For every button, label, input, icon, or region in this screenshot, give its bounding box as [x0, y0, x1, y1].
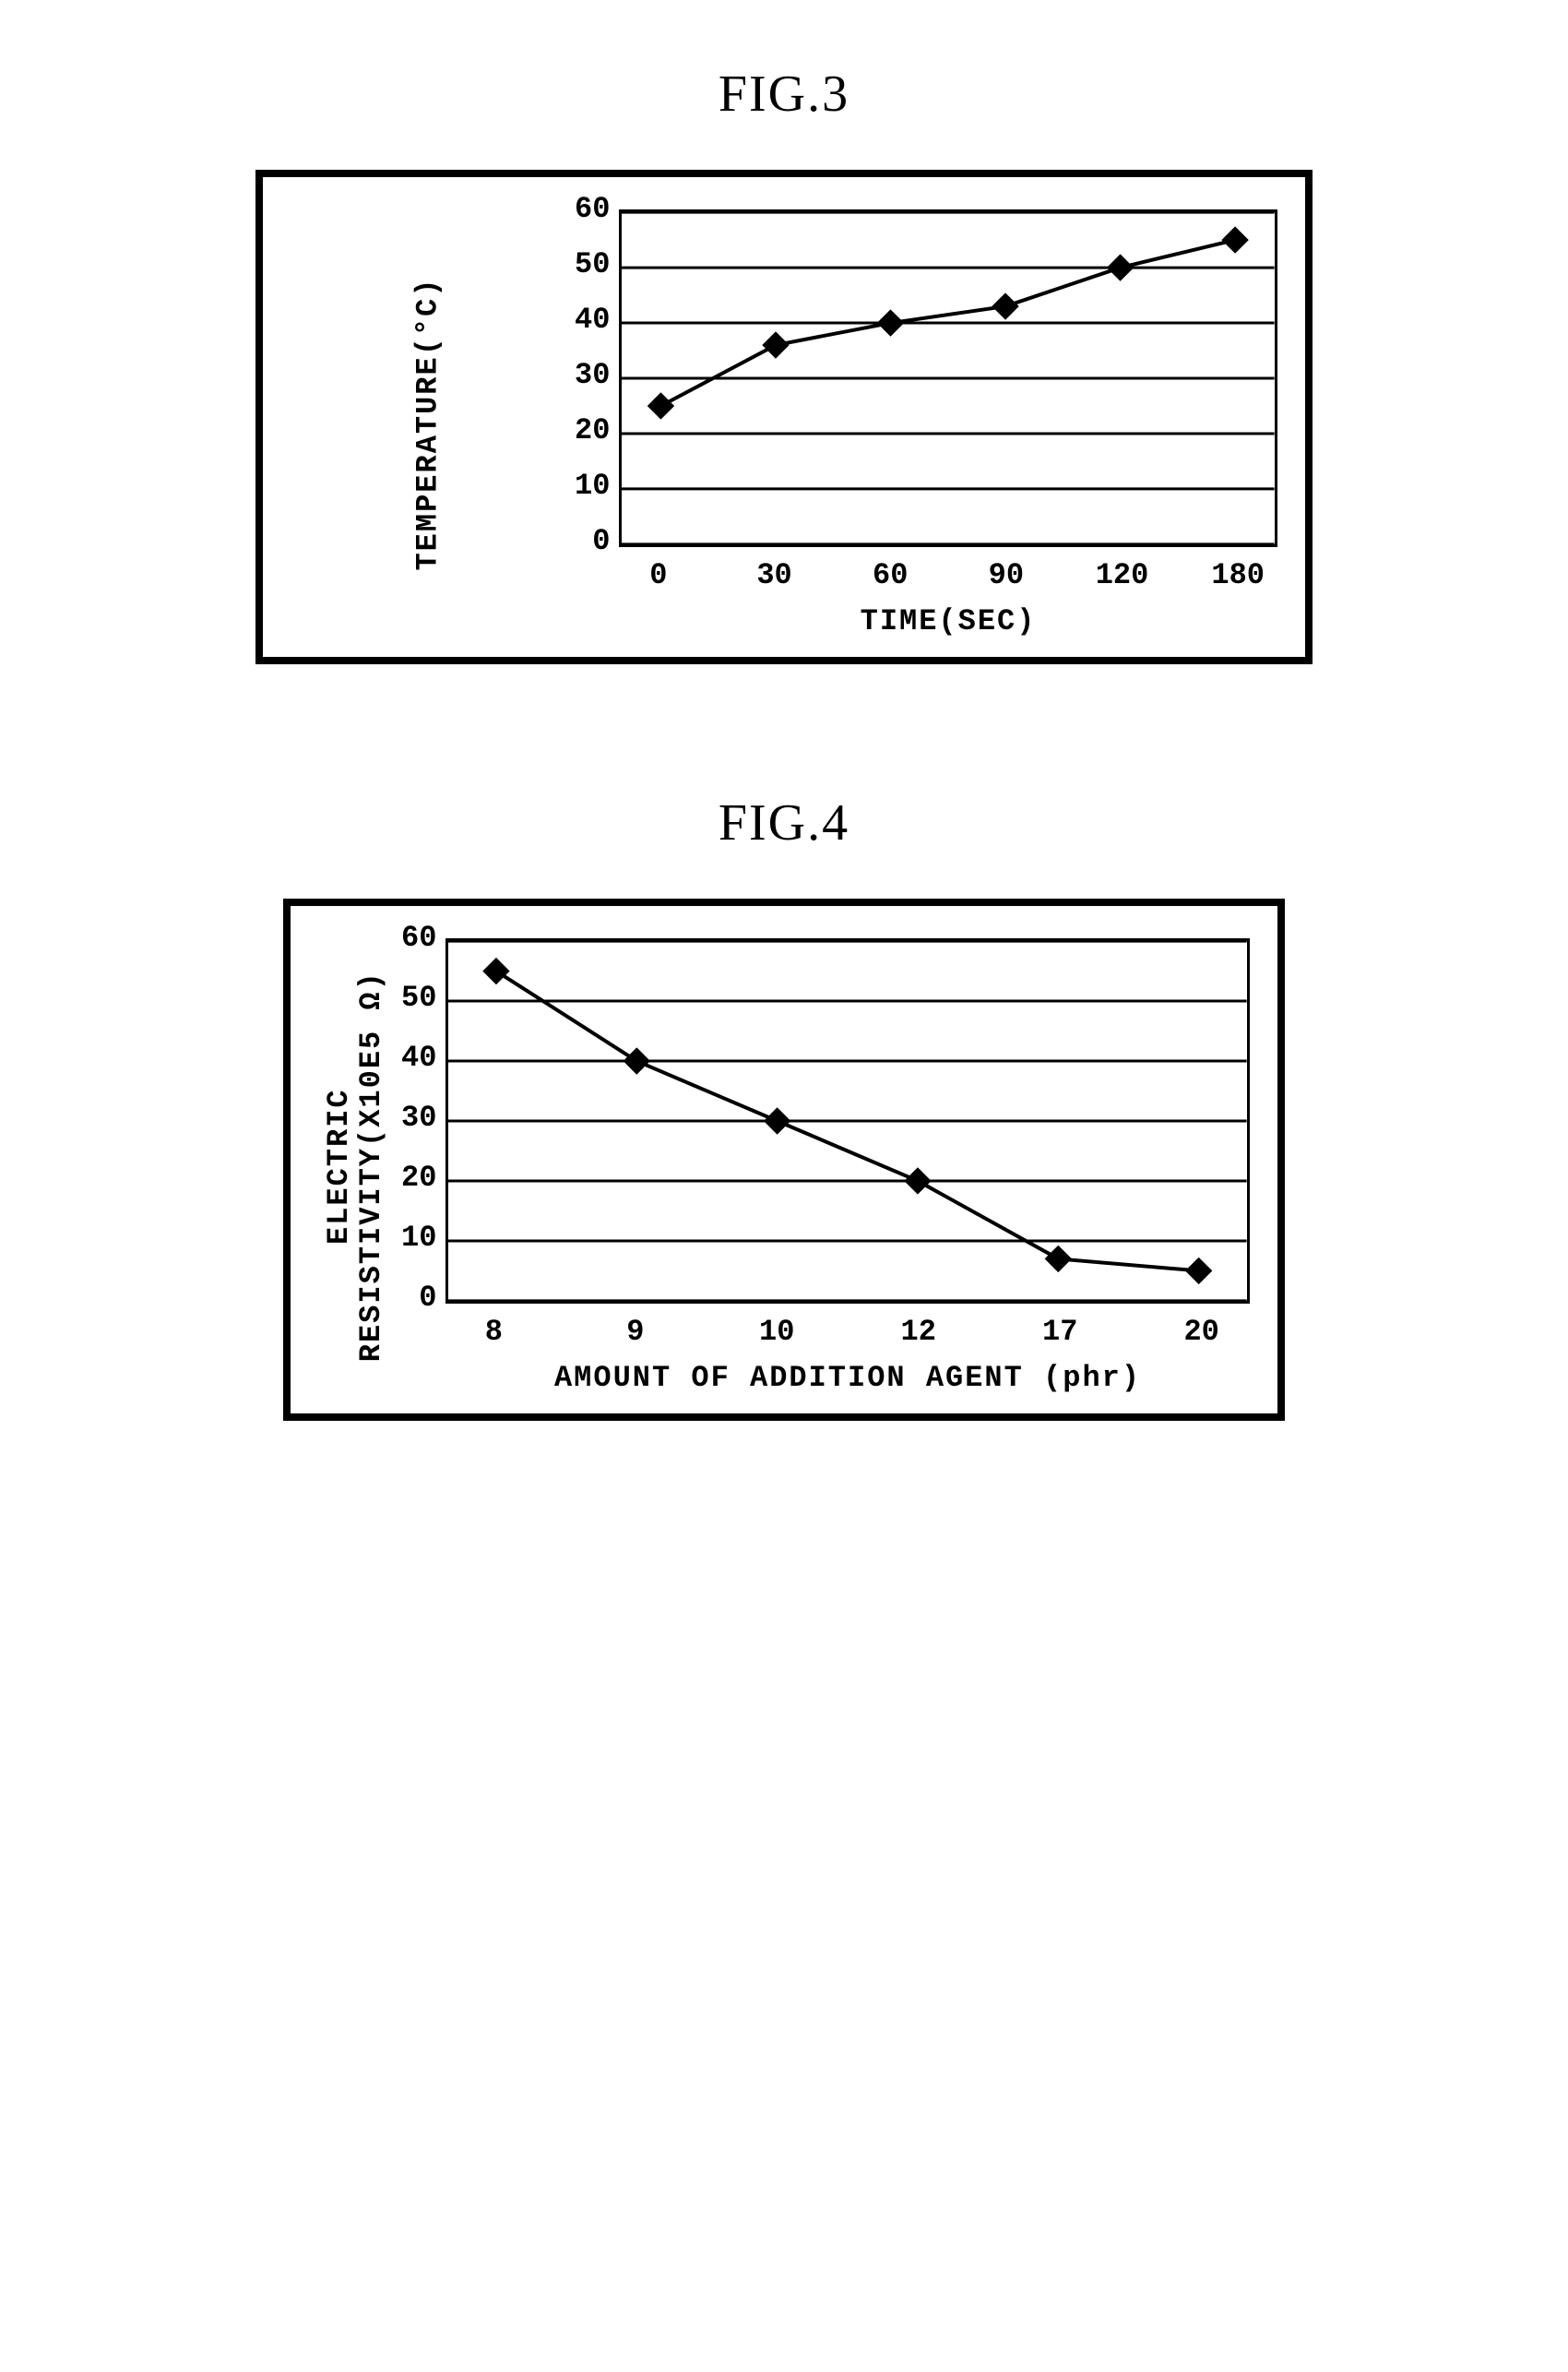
page-root: FIG.3 TEMPERATURE(°C) 6050403020100 0	[55, 65, 1513, 1421]
data-marker	[905, 1168, 931, 1194]
data-marker	[624, 1048, 650, 1074]
fig3-plot-area	[619, 209, 1277, 547]
fig4-ylabel-line1: ELECTRIC	[323, 971, 355, 1362]
fig3-svg	[622, 212, 1275, 544]
data-marker	[648, 393, 674, 419]
fig4-axis-area: 6050403020100 8910121720 AMOUNT OF ADDIT…	[401, 938, 1250, 1395]
fig3-title: FIG.3	[55, 65, 1513, 124]
fig3-yticks: 6050403020100	[575, 209, 619, 542]
data-marker	[878, 310, 904, 336]
fig3-panel: TEMPERATURE(°C) 6050403020100 0306090120…	[255, 170, 1313, 664]
fig3-xlabel: TIME(SEC)	[619, 604, 1277, 638]
fig4-xticks: 8910121720	[445, 1304, 1250, 1348]
fig4-plot-area	[445, 938, 1250, 1304]
data-marker	[1108, 255, 1134, 280]
fig4-ylabel-line2: RESISTIVITY(X10E5 Ω)	[355, 971, 387, 1362]
data-marker	[1186, 1258, 1212, 1283]
fig4-panel: ELECTRIC RESISTIVITY(X10E5 Ω) 6050403020…	[283, 899, 1285, 1421]
data-marker	[763, 332, 789, 358]
fig4-yticks: 6050403020100	[401, 938, 445, 1298]
data-marker	[483, 959, 509, 984]
fig4-title: FIG.4	[55, 793, 1513, 852]
fig3-ylabel: TEMPERATURE(°C)	[411, 277, 445, 570]
data-marker	[992, 293, 1018, 319]
fig4-ylabel-block: ELECTRIC RESISTIVITY(X10E5 Ω)	[309, 1134, 401, 1198]
data-marker	[1046, 1246, 1072, 1271]
data-marker	[765, 1108, 790, 1134]
fig3-chart: TEMPERATURE(°C) 6050403020100 0306090120…	[281, 209, 1277, 638]
fig3-axis-area: 6050403020100 0306090120180 TIME(SEC)	[575, 209, 1277, 638]
fig3-xticks: 0306090120180	[619, 547, 1277, 591]
fig4-svg	[448, 941, 1247, 1301]
fig3-ylabel-block: TEMPERATURE(°C)	[281, 407, 575, 441]
fig4-chart: ELECTRIC RESISTIVITY(X10E5 Ω) 6050403020…	[309, 938, 1250, 1395]
fig4-xlabel: AMOUNT OF ADDITION AGENT (phr)	[445, 1361, 1250, 1395]
data-marker	[1223, 227, 1249, 253]
